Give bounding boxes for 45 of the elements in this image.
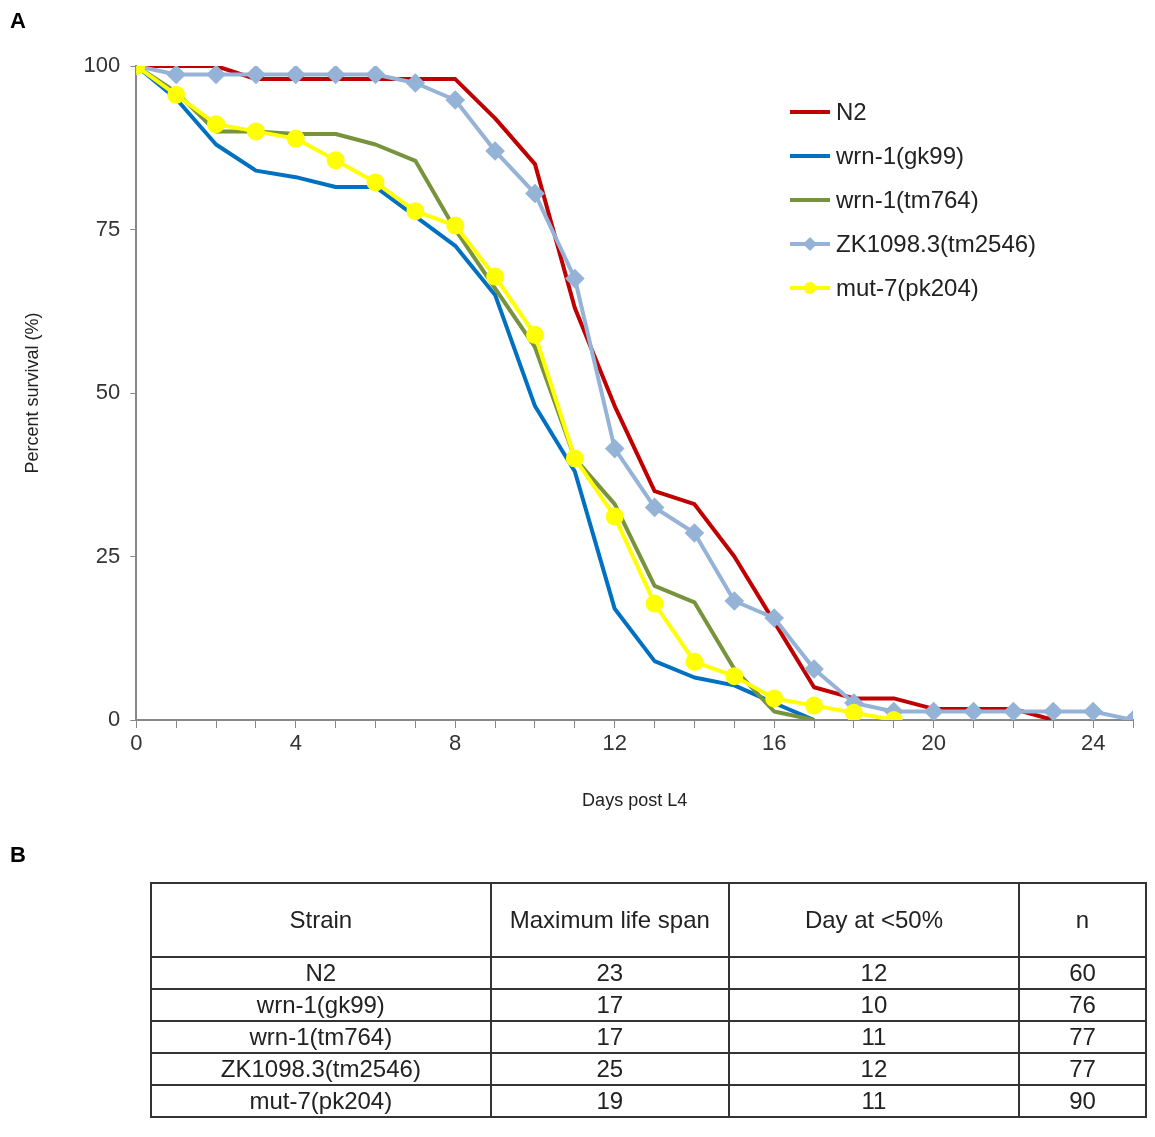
x-tick-label: 20 bbox=[921, 730, 946, 756]
text: Day at <50% bbox=[728, 883, 1019, 957]
data-label: 76 bbox=[1018, 989, 1146, 1021]
category-label: wrn-1(gk99) bbox=[151, 989, 491, 1021]
y-tick-label: 100 bbox=[83, 52, 121, 78]
legend-label: mut-7(pk204) bbox=[836, 274, 979, 302]
data-label: 19 bbox=[490, 1085, 729, 1117]
data-label: 10 bbox=[728, 989, 1019, 1021]
data-label: 77 bbox=[1018, 1021, 1146, 1053]
y-axis-title: Percent survival (%) bbox=[21, 312, 42, 474]
legend-label: wrn-1(tm764) bbox=[836, 186, 979, 214]
y-tick-label: 0 bbox=[108, 706, 121, 732]
x-tick-label: 8 bbox=[449, 730, 462, 756]
data-label: 77 bbox=[1018, 1053, 1146, 1085]
x-tick-label: 0 bbox=[130, 730, 143, 756]
category-label: ZK1098.3(tm2546) bbox=[151, 1053, 491, 1085]
data-label: 11 bbox=[728, 1085, 1019, 1117]
text: Maximum life span bbox=[490, 883, 729, 957]
text: Strain bbox=[151, 883, 491, 957]
data-label: 12 bbox=[728, 1053, 1019, 1085]
x-tick-label: 4 bbox=[289, 730, 302, 756]
data-label: 17 bbox=[490, 1021, 729, 1053]
category-label: mut-7(pk204) bbox=[151, 1085, 491, 1117]
text: n bbox=[1018, 883, 1146, 957]
data-label: 90 bbox=[1018, 1085, 1146, 1117]
category-label: wrn-1(tm764) bbox=[151, 1021, 491, 1053]
x-tick-label: 24 bbox=[1080, 730, 1106, 756]
data-label: 11 bbox=[728, 1021, 1019, 1053]
category-label: N2 bbox=[151, 957, 491, 989]
chart-title: A bbox=[9, 8, 27, 35]
x-tick-label: 12 bbox=[602, 730, 627, 756]
data-label: 17 bbox=[490, 989, 729, 1021]
x-tick-label: 16 bbox=[761, 730, 787, 756]
legend-label: N2 bbox=[836, 98, 867, 126]
data-label: 12 bbox=[728, 957, 1019, 989]
data-label: 60 bbox=[1018, 957, 1146, 989]
legend-label: wrn-1(gk99) bbox=[836, 142, 965, 170]
legend-label: ZK1098.3(tm2546) bbox=[836, 230, 1037, 258]
y-tick-label: 75 bbox=[95, 215, 121, 241]
y-tick-label: 50 bbox=[95, 379, 121, 405]
data-label: 23 bbox=[490, 957, 729, 989]
x-axis-title: Days post L4 bbox=[582, 790, 688, 811]
y-tick-label: 25 bbox=[95, 542, 121, 568]
data-label: 25 bbox=[490, 1053, 729, 1085]
text: B bbox=[9, 842, 27, 869]
